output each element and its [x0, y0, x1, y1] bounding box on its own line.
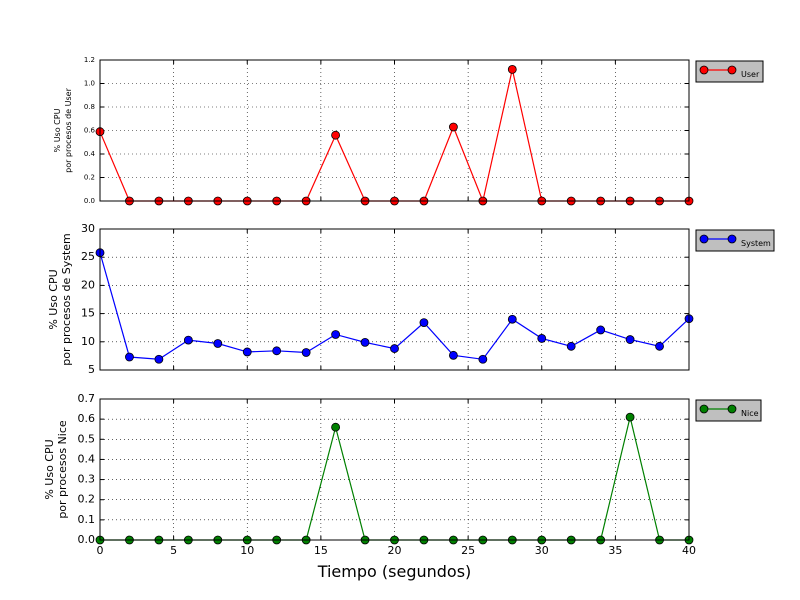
- legend-label: User: [741, 70, 760, 79]
- y-tick-label: 1.0: [84, 80, 95, 88]
- y-axis-title: % Uso CPUpor procesos de System: [47, 233, 73, 366]
- data-point: [566, 341, 576, 351]
- y-axis-title: % Uso CPUpor procesos Nice: [43, 420, 69, 519]
- legend: User: [695, 60, 764, 83]
- x-axis-title: Tiempo (segundos): [317, 562, 472, 581]
- legend-marker: [699, 65, 709, 75]
- x-tick-label: 15: [314, 544, 328, 557]
- legend-marker: [727, 65, 737, 75]
- y-tick-label: 0.0: [84, 197, 95, 205]
- x-tick-label: 10: [240, 544, 254, 557]
- y-tick-label: 30: [81, 222, 95, 235]
- data-point: [272, 346, 282, 356]
- x-tick-label: 25: [461, 544, 475, 557]
- axes-frame: [99, 398, 690, 541]
- x-tick-label: 35: [608, 544, 622, 557]
- y-tick-label: 15: [81, 307, 95, 320]
- y-tick-label: 0.7: [78, 392, 96, 405]
- legend: Nice: [695, 399, 762, 422]
- data-point: [596, 325, 606, 335]
- data-point: [360, 337, 370, 347]
- y-tick-label: 0.2: [84, 174, 95, 182]
- y-tick-label: 0.5: [78, 432, 96, 445]
- y-tick-label: 10: [81, 335, 95, 348]
- data-point: [537, 334, 547, 343]
- subplot-user: 0.0 0.2 0.4 0.6 0.8 1.0 1.2 % Uso CPU por proces…: [53, 56, 764, 206]
- data-point: [507, 65, 517, 74]
- data-point: [183, 335, 193, 345]
- data-point: [625, 412, 635, 422]
- x-tick-label: 20: [388, 544, 402, 557]
- data-point: [390, 344, 399, 353]
- y-tick-label: 1.2: [84, 56, 95, 64]
- y-axis-title: % Uso CPU por procesos de User: [53, 87, 73, 172]
- series-line: [99, 69, 689, 204]
- y-tick-label: 0.6: [84, 127, 96, 135]
- data-point: [331, 130, 341, 140]
- y-tick-label: 20: [81, 278, 95, 291]
- y-tick-label: 5: [88, 363, 95, 376]
- data-point: [419, 318, 429, 328]
- data-point: [154, 354, 164, 364]
- legend-marker: [699, 234, 709, 244]
- data-point: [448, 350, 458, 360]
- legend-marker: [699, 404, 709, 414]
- data-point: [507, 314, 517, 324]
- axes-frame: [99, 59, 690, 202]
- data-point: [242, 347, 252, 357]
- legend-label: System: [741, 239, 771, 248]
- legend-label: Nice: [741, 409, 759, 418]
- x-tick-label: 30: [535, 544, 549, 557]
- data-point: [331, 330, 341, 339]
- axes-frame: [99, 228, 690, 371]
- legend: System: [695, 229, 775, 252]
- data-point: [301, 348, 311, 357]
- legend-marker: [727, 234, 737, 244]
- data-point: [655, 341, 664, 351]
- subplot-system: 5 10 15 20 25 30 % Uso CPUpor procesos de Syst…: [47, 222, 775, 376]
- y-tick-label: 0.0: [78, 533, 96, 546]
- data-point: [213, 339, 223, 348]
- data-point: [125, 352, 134, 362]
- y-tick-label: 0.1: [78, 513, 96, 526]
- data-point: [448, 122, 458, 132]
- x-tick-label: 5: [170, 544, 177, 557]
- legend-marker: [727, 404, 737, 414]
- data-point: [331, 422, 341, 432]
- y-tick-label: 0.2: [78, 493, 96, 506]
- y-tick-label: 0.3: [78, 473, 96, 486]
- data-point: [625, 335, 635, 344]
- subplot-nice: 0.0 0.1 0.2 0.3 0.4 0.5 0.6 0.7 0 5 10 15 20 25 30 35 40…: [43, 392, 762, 581]
- y-tick-label: 0.4: [84, 150, 96, 158]
- y-tick-label: 0.6: [78, 412, 96, 425]
- x-tick-label: 0: [97, 544, 104, 557]
- data-point: [478, 354, 488, 364]
- y-tick-label: 0.4: [78, 452, 96, 465]
- series-nice: [95, 412, 694, 545]
- y-tick-label: 25: [81, 250, 95, 263]
- y-tick-label: 0.8: [84, 103, 95, 111]
- x-tick-label: 40: [682, 544, 696, 557]
